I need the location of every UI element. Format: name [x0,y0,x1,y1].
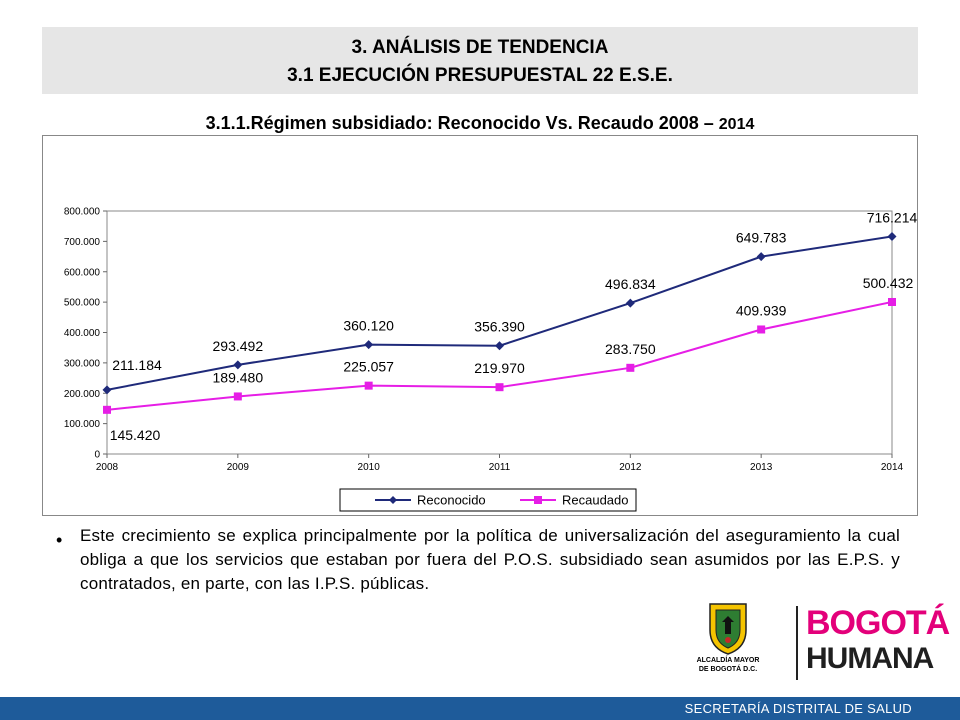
data-point-recaudado [103,405,111,414]
data-point-reconocido [887,231,897,241]
data-label-recaudado: 145.420 [110,427,161,443]
data-label-reconocido: 356.390 [474,319,525,335]
x-tick-label: 2012 [619,462,642,473]
bullet-marker: • [56,530,63,550]
data-point-reconocido [233,360,243,370]
footer-text: SECRETARÍA DISTRITAL DE SALUD [684,701,912,716]
data-label-reconocido: 211.184 [112,357,162,373]
bogota-crest-icon [709,603,747,655]
data-point-reconocido [102,385,112,395]
legend-box [339,488,637,512]
crest-label-line2: DE BOGOTÁ D.C. [698,666,758,673]
crest-label-line1: ALCALDÍA MAYOR [696,657,760,664]
explanation-text: Este crecimiento se explica principalmen… [80,526,900,593]
data-point-recaudado [626,363,635,372]
data-point-reconocido [495,341,504,351]
data-point-recaudado [495,383,504,392]
data-label-recaudado: 219.970 [474,360,525,376]
data-label-recaudado: 225.057 [343,359,394,375]
y-tick-label: 700.000 [64,237,101,248]
data-label-reconocido: 293.492 [213,338,264,354]
logo-area: ALCALDÍA MAYOR DE BOGOTÁ D.C. BOGOTÁ HUM… [686,600,950,684]
y-tick-label: 300.000 [64,358,101,369]
line-chart: 0 100.000 200.000 300.000 400.000 500.000 600.… [64,207,917,512]
data-label-reconocido: 716.214 [867,209,917,225]
x-tick-label: 2008 [96,462,119,473]
data-point-recaudado [364,381,373,390]
x-tick-label: 2013 [750,462,773,473]
x-tick-label: 2010 [358,462,381,473]
chart-title-main: 3.1.1.Régimen subsidiado: Reconocido Vs.… [205,113,719,133]
data-point-reconocido [756,252,766,262]
legend-label-recaudado: Recaudado [562,493,629,508]
footer-bar: SECRETARÍA DISTRITAL DE SALUD [0,697,960,720]
y-tick-label: 400.000 [64,328,101,339]
brand-logo-line2: HUMANA [806,642,934,675]
x-tick-label: 2009 [227,462,250,473]
data-point-recaudado [233,392,242,401]
x-tick-label: 2011 [489,462,511,473]
section-title: 3. ANÁLISIS DE TENDENCIA [351,37,609,58]
data-label-reconocido: 496.834 [605,276,656,292]
logo-divider [796,606,798,680]
x-tick-label: 2014 [881,462,904,473]
crest-label: ALCALDÍA MAYOR DE BOGOTÁ D.C. [686,656,770,674]
data-label-recaudado: 189.480 [213,369,264,385]
section-subtitle: 3.1 EJECUCIÓN PRESUPUESTAL 22 E.S.E. [287,65,673,86]
legend-label-reconocido: Reconocido [417,493,486,508]
chart-title-year: 2014 [718,116,755,133]
data-label-recaudado: 283.750 [605,341,656,357]
data-label-reconocido: 360.120 [343,318,394,334]
data-label-recaudado: 409.939 [736,302,787,318]
data-point-reconocido [625,298,635,308]
y-tick-label: 100.000 [64,419,101,430]
data-point-recaudado [888,297,896,306]
y-tick-label: 500.000 [64,298,101,309]
data-point-recaudado [757,325,766,334]
title-band: 3. ANÁLISIS DE TENDENCIA 3.1 EJECUCIÓN P… [42,27,918,94]
data-point-reconocido [364,340,374,350]
chart-frame: 0 100.000 200.000 300.000 400.000 500.000 600.… [42,135,918,516]
y-tick-label: 200.000 [64,389,101,400]
legend-marker-reconocido [389,496,397,504]
data-label-recaudado: 500.432 [863,275,914,291]
chart-title: 3.1.1.Régimen subsidiado: Reconocido Vs.… [0,113,960,134]
brand-logo-line1: BOGOTÁ [806,604,950,642]
data-label-reconocido: 649.783 [736,230,787,246]
legend-marker-recaudado [534,496,542,504]
y-tick-label: 600.000 [64,267,101,278]
y-tick-label: 800.000 [64,207,101,218]
y-tick-label: 0 [94,450,100,461]
